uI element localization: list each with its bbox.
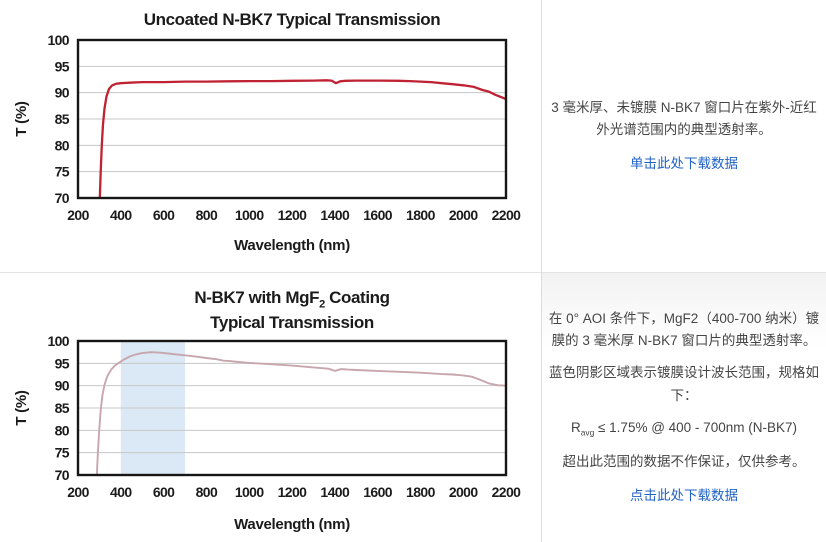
description-panel-uncoated: 3 毫米厚、未镀膜 N-BK7 窗口片在紫外-近红外光谱范围内的典型透射率。 单… — [541, 0, 826, 273]
svg-text:70: 70 — [55, 190, 70, 206]
svg-text:200: 200 — [67, 207, 89, 223]
svg-text:90: 90 — [55, 85, 70, 101]
svg-text:2200: 2200 — [492, 207, 522, 223]
disclaimer-text: 超出此范围的数据不作保证，仅供参考。 — [562, 453, 806, 469]
svg-text:90: 90 — [55, 378, 70, 394]
svg-text:400: 400 — [110, 484, 132, 500]
svg-text:80: 80 — [55, 138, 70, 154]
coated-description-text: 在 0° AOI 条件下，MgF2（400-700 纳米）镀膜的 3 毫米厚 N… — [548, 310, 820, 349]
svg-text:1400: 1400 — [320, 484, 350, 500]
transmission-chart-uncoated: 70 75 80 85 90 95 100 200 400 600 800 1000 1200 1400 1… — [13, 32, 522, 254]
chart-panel-coated: N-BK7 with MgF2 Coating Typical Transmis… — [0, 273, 541, 542]
svg-text:85: 85 — [55, 111, 70, 127]
svg-text:80: 80 — [55, 423, 70, 439]
spec-value: ≤ 1.75% @ 400 - 700nm (N-BK7) — [594, 420, 797, 436]
svg-text:1600: 1600 — [363, 484, 393, 500]
svg-text:1000: 1000 — [235, 207, 265, 223]
chart-title-coated: N-BK7 with MgF2 Coating Typical Transmis… — [0, 273, 541, 333]
svg-text:2200: 2200 — [492, 484, 522, 500]
svg-text:800: 800 — [196, 484, 218, 500]
coated-title-line1-prefix: N-BK7 with MgF — [194, 288, 320, 307]
svg-text:1200: 1200 — [278, 207, 308, 223]
uncoated-download-data-link[interactable]: 单击此处下载数据 — [630, 156, 738, 172]
svg-text:Wavelength (nm): Wavelength (nm) — [234, 516, 350, 533]
svg-text:200: 200 — [67, 484, 89, 500]
svg-text:100: 100 — [47, 32, 69, 48]
svg-text:75: 75 — [55, 445, 70, 461]
svg-text:1800: 1800 — [406, 484, 436, 500]
svg-text:1400: 1400 — [320, 207, 350, 223]
svg-text:85: 85 — [55, 400, 70, 416]
svg-text:1000: 1000 — [235, 484, 265, 500]
svg-text:800: 800 — [196, 207, 218, 223]
svg-text:T (%): T (%) — [13, 101, 30, 136]
svg-text:Wavelength (nm): Wavelength (nm) — [234, 237, 350, 254]
svg-text:70: 70 — [55, 467, 70, 483]
svg-text:600: 600 — [153, 207, 175, 223]
spec-subscript: avg — [580, 427, 595, 438]
coated-title-subscript: 2 — [319, 298, 325, 311]
coated-title-line1-suffix: Coating — [324, 288, 390, 307]
svg-text:2000: 2000 — [449, 207, 479, 223]
svg-text:1600: 1600 — [363, 207, 393, 223]
chart-panel-uncoated: Uncoated N-BK7 Typical Transmission 70 75… — [0, 0, 541, 273]
svg-text:1800: 1800 — [406, 207, 436, 223]
spec-symbol: R — [571, 420, 581, 436]
reflectance-spec-text: Ravg ≤ 1.75% @ 400 - 700nm (N-BK7) — [571, 417, 797, 441]
chart-title-uncoated: Uncoated N-BK7 Typical Transmission — [143, 10, 441, 29]
svg-text:2000: 2000 — [449, 484, 479, 500]
transmission-chart-mgf2-coated: 70 75 80 85 90 95 100 200 400 600 800 1000 1200 1400 1… — [13, 333, 522, 533]
svg-text:75: 75 — [55, 164, 70, 180]
coated-download-data-link[interactable]: 点击此处下载数据 — [630, 487, 738, 503]
band-explanation-text: 蓝色阴影区域表示镀膜设计波长范围，规格如下： — [549, 365, 819, 403]
coated-title-line2: Typical Transmission — [210, 313, 374, 333]
svg-text:100: 100 — [47, 333, 69, 349]
uncoated-description-text: 3 毫米厚、未镀膜 N-BK7 窗口片在紫外-近红外光谱范围内的典型透射率。 — [551, 99, 817, 137]
svg-text:95: 95 — [55, 356, 70, 372]
svg-text:1200: 1200 — [278, 484, 308, 500]
svg-text:400: 400 — [110, 207, 132, 223]
svg-text:95: 95 — [55, 59, 70, 75]
svg-text:T (%): T (%) — [13, 391, 30, 426]
description-panel-coated: 在 0° AOI 条件下，MgF2（400-700 纳米）镀膜的 3 毫米厚 N… — [541, 273, 826, 542]
svg-text:600: 600 — [153, 484, 175, 500]
